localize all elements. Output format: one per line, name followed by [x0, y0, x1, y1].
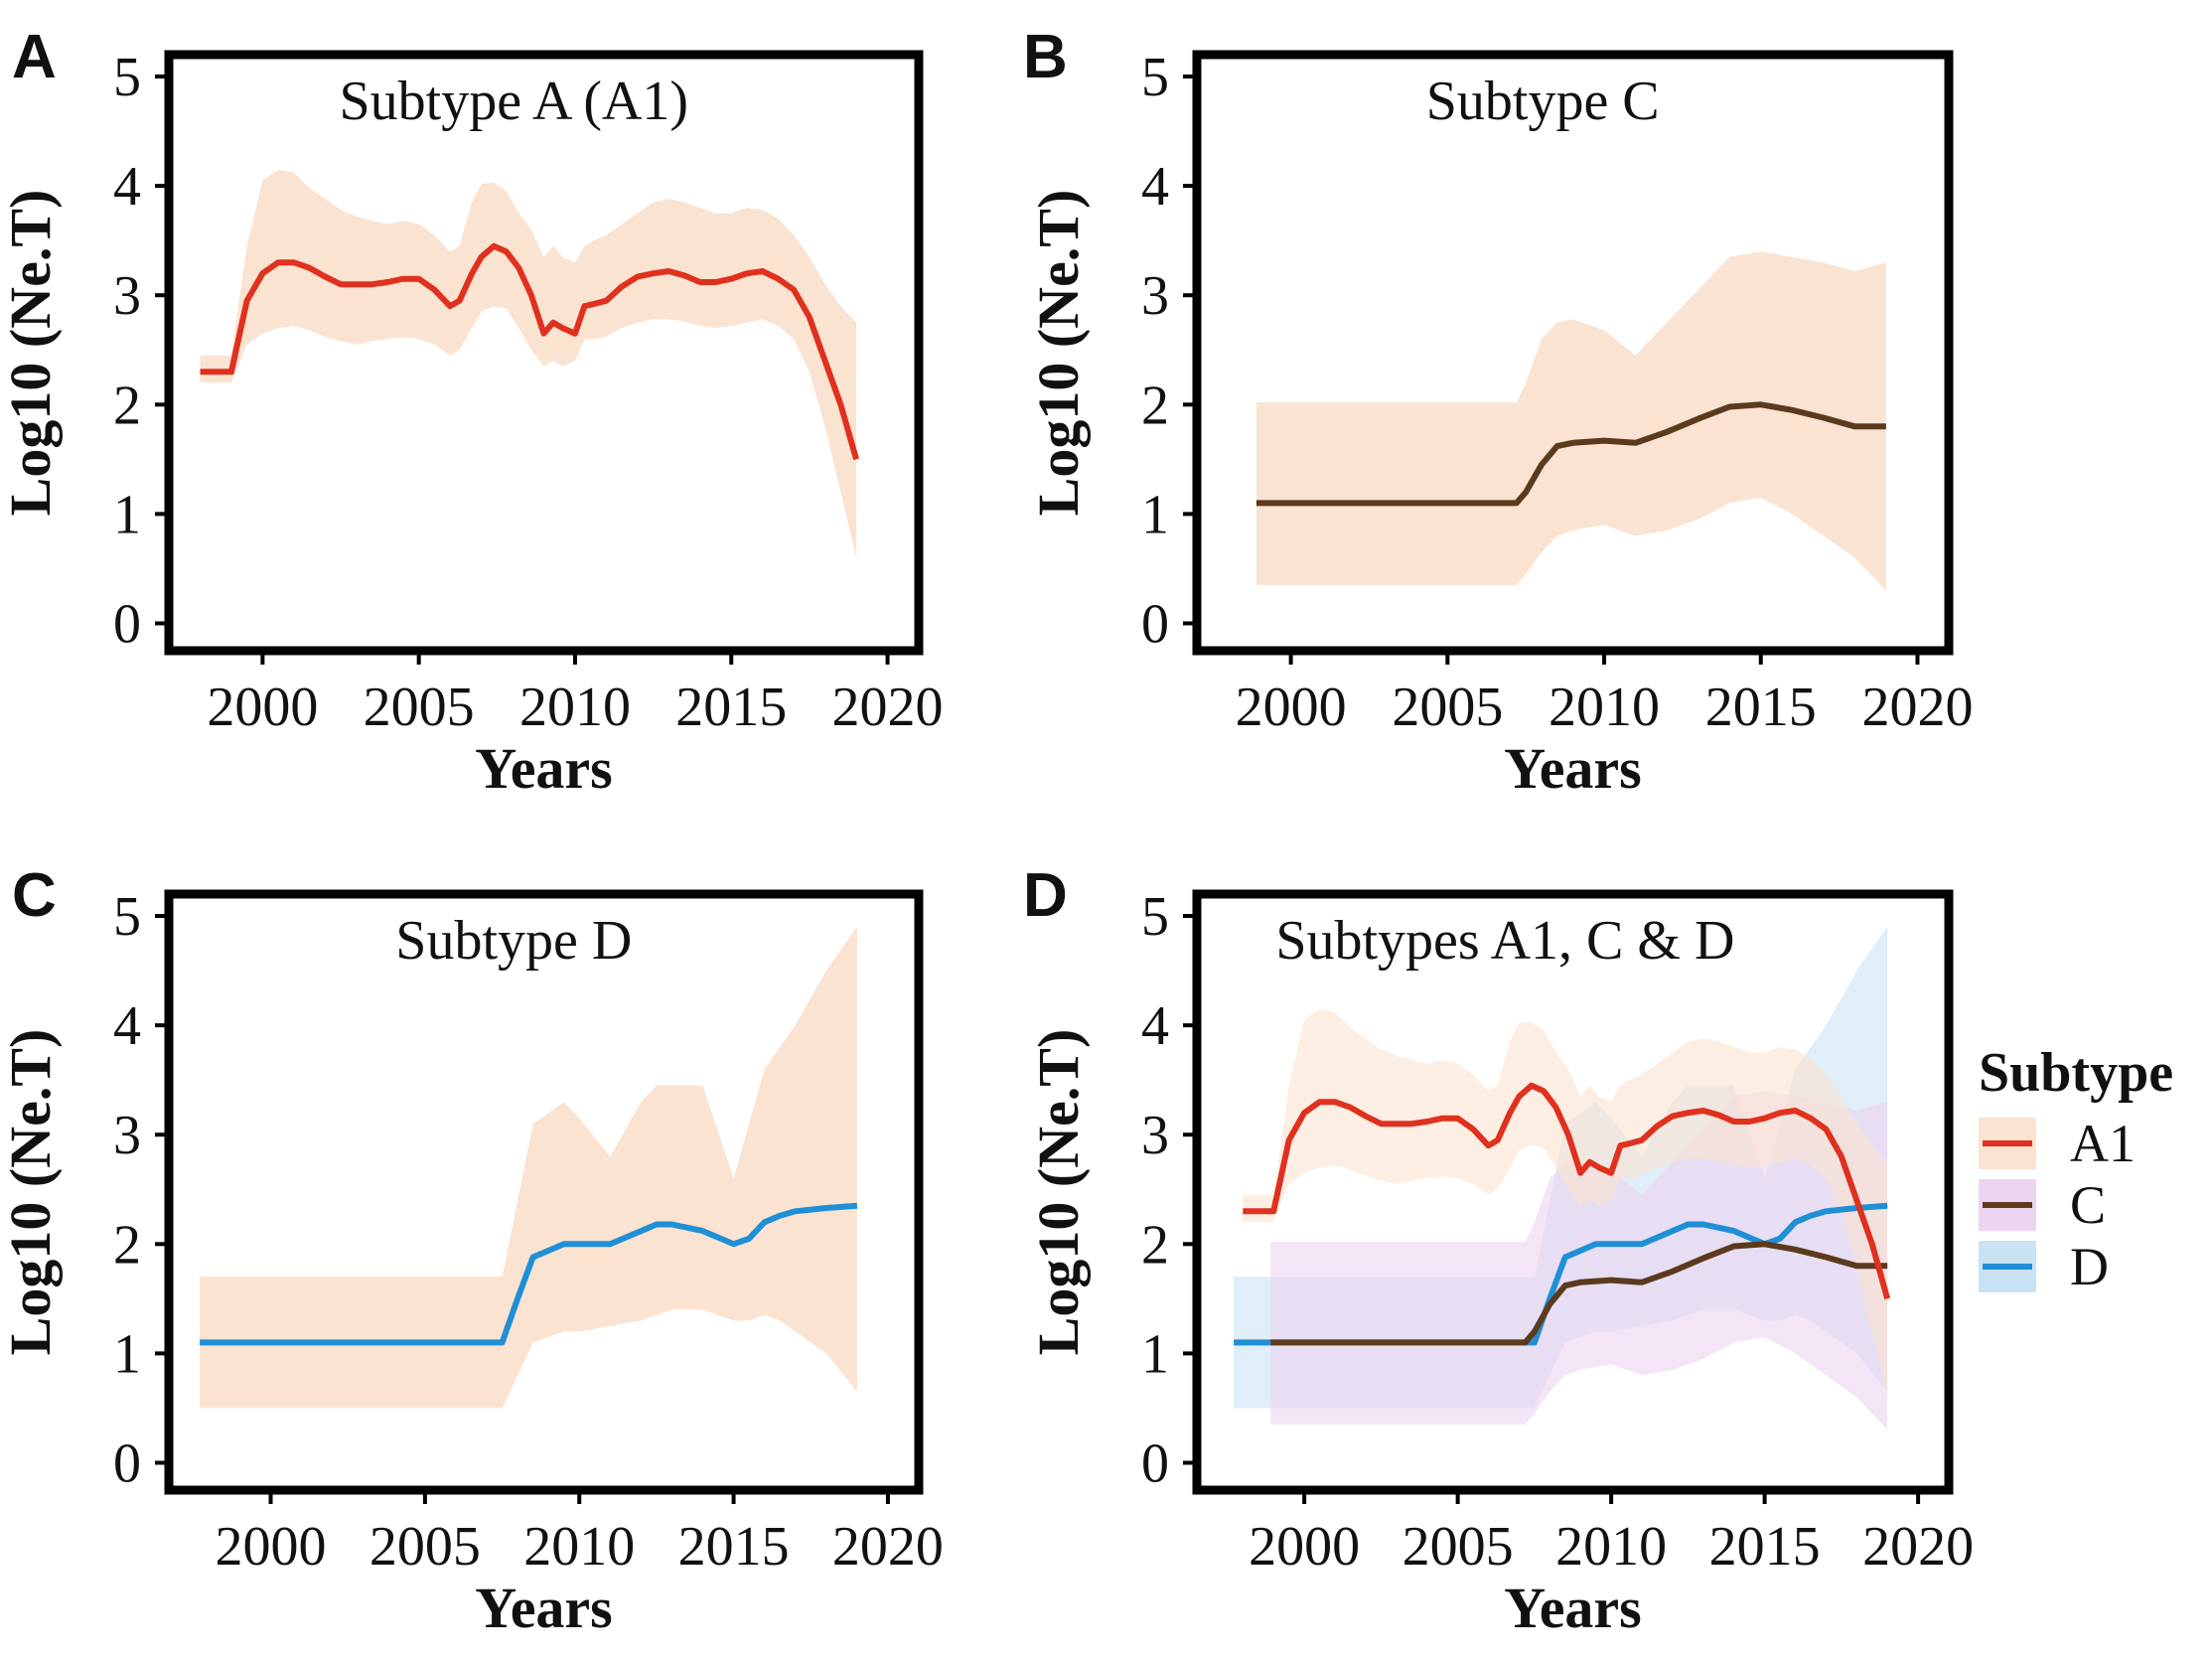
- y-tick-label: 2: [1141, 1214, 1169, 1276]
- x-tick-label: 2005: [364, 677, 475, 738]
- panel-title: Subtype A (A1): [340, 71, 689, 132]
- legend-label-d: D: [2070, 1237, 2109, 1296]
- x-tick-label: 2010: [1548, 677, 1660, 738]
- y-tick-label: 5: [1141, 886, 1169, 948]
- panel-letter: C: [12, 861, 57, 930]
- plot-frame: [1192, 889, 1954, 1495]
- y-tick-label: 0: [1141, 1433, 1169, 1494]
- x-tick-label: 2010: [519, 677, 631, 738]
- x-tick-label: 2015: [1705, 677, 1817, 738]
- confidence-band-c: [1255, 251, 1886, 591]
- legend-label-a1: A1: [2070, 1114, 2136, 1173]
- x-tick-label: 2010: [523, 1516, 635, 1578]
- series-line-d: [1234, 1202, 1888, 1346]
- x-axis-title: Years: [475, 736, 613, 801]
- x-tick-label: 2020: [1862, 1516, 1974, 1578]
- y-tick-label: 5: [113, 886, 141, 948]
- plot-frame: [1192, 50, 1954, 656]
- x-tick-label: 2005: [369, 1516, 481, 1578]
- series-line-a1: [1243, 1082, 1891, 1300]
- y-tick-label: 1: [1141, 1323, 1169, 1385]
- x-tick-label: 2020: [832, 677, 944, 738]
- x-tick-label: 2015: [1709, 1516, 1821, 1578]
- panel-title: Subtype D: [395, 910, 632, 972]
- y-tick-label: 3: [113, 265, 141, 327]
- panel-title: Subtypes A1, C & D: [1275, 910, 1734, 972]
- y-tick-label: 3: [1141, 265, 1169, 327]
- x-tick-label: 2000: [207, 677, 318, 738]
- series-line-c: [1270, 1241, 1888, 1346]
- y-tick-label: 3: [113, 1105, 141, 1166]
- y-tick-label: 0: [1141, 593, 1169, 655]
- x-axis-title: Years: [1504, 736, 1642, 801]
- y-tick-label: 0: [113, 593, 141, 655]
- y-axis-title: Log10 (Ne.T): [0, 190, 63, 517]
- plot-frame: [164, 50, 924, 656]
- x-tick-label: 2000: [216, 1516, 327, 1578]
- x-tick-label: 2000: [1236, 677, 1347, 738]
- confidence-band-a1: [1243, 1008, 1888, 1398]
- y-tick-label: 5: [113, 47, 141, 108]
- panel-b: B 0 1 2 3 4 5 2000 2005 2010 2015 2020 Years Log10 (N…: [1023, 23, 1973, 801]
- y-tick-label: 5: [1141, 47, 1169, 108]
- legend-title: Subtype: [1979, 1042, 2173, 1104]
- series-line-d: [200, 1202, 858, 1346]
- plot-frame: [164, 889, 924, 1495]
- confidence-band-d: [200, 927, 857, 1409]
- x-axis-title: Years: [1504, 1576, 1642, 1640]
- series-line-a1: [200, 242, 859, 461]
- x-axis-title: Years: [475, 1576, 613, 1640]
- panel-c: C 0 1 2 3 4 5 2000 2005 2010 2015 2020 Years Log10 (N…: [0, 861, 944, 1640]
- series-line-c: [1255, 401, 1886, 507]
- y-tick-label: 4: [113, 995, 141, 1057]
- x-tick-label: 2005: [1402, 1516, 1514, 1578]
- y-tick-label: 1: [113, 484, 141, 545]
- y-tick-label: 4: [1141, 995, 1169, 1057]
- x-tick-label: 2020: [832, 1516, 944, 1578]
- y-axis-title: Log10 (Ne.T): [1026, 190, 1091, 517]
- y-axis-title: Log10 (Ne.T): [1026, 1029, 1091, 1356]
- y-tick-label: 4: [113, 156, 141, 218]
- y-tick-label: 2: [113, 375, 141, 436]
- x-tick-label: 2015: [675, 677, 787, 738]
- panel-letter: D: [1023, 861, 1068, 930]
- confidence-band-a1: [200, 169, 857, 558]
- x-tick-label: 2005: [1392, 677, 1503, 738]
- panel-title: Subtype C: [1426, 71, 1660, 132]
- y-tick-label: 1: [1141, 484, 1169, 545]
- y-tick-label: 2: [1141, 375, 1169, 436]
- x-tick-label: 2020: [1861, 677, 1973, 738]
- panel-d: D 0 1 2 3 4 5 2000 2005 2010 2015 2020 Years Log10 (N…: [1023, 861, 2173, 1640]
- y-tick-label: 3: [1141, 1105, 1169, 1166]
- panel-a: A 0 1 2 3 4 5 2000 2005 2010 2015 2020 Years Log10 (N…: [0, 23, 944, 801]
- y-tick-label: 2: [113, 1214, 141, 1276]
- y-tick-label: 4: [1141, 156, 1169, 218]
- panel-letter: A: [12, 23, 57, 91]
- panel-letter: B: [1023, 23, 1068, 91]
- x-tick-label: 2010: [1555, 1516, 1667, 1578]
- legend-label-c: C: [2070, 1175, 2106, 1235]
- x-tick-label: 2015: [678, 1516, 790, 1578]
- x-tick-label: 2000: [1249, 1516, 1360, 1578]
- y-tick-label: 0: [113, 1433, 141, 1494]
- y-axis-title: Log10 (Ne.T): [0, 1029, 63, 1356]
- y-tick-label: 1: [113, 1323, 141, 1385]
